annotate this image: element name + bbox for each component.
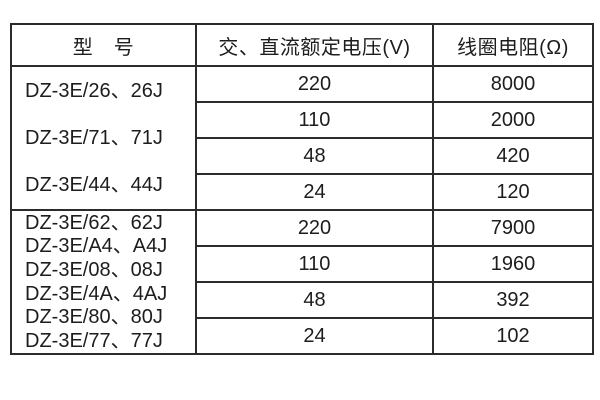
table-row: 24 120 — [11, 173, 594, 211]
col-header-voltage: 交、直流额定电压(V) — [195, 23, 434, 67]
model-group-1-stack: DZ-3E/26、26J DZ-3E/71、71J DZ-3E/44、44J — [12, 67, 195, 209]
voltage-cell: 220 — [195, 65, 434, 103]
model-group-1-cell: DZ-3E/26、26J DZ-3E/71、71J DZ-3E/44、44J — [10, 65, 197, 211]
voltage-cell: 24 — [195, 173, 434, 211]
table-row: 48 420 — [11, 137, 594, 175]
col-header-resistance: 线圈电阻(Ω) — [432, 23, 594, 67]
header-row: 型 号 交、直流额定电压(V) 线圈电阻(Ω) — [10, 23, 594, 67]
table-row: 48 392 — [11, 281, 594, 319]
model-label: DZ-3E/26、26J — [25, 79, 163, 102]
model-label: DZ-3E/62、62J — [25, 211, 163, 234]
resistance-cell: 8000 — [432, 65, 594, 103]
resistance-cell: 392 — [432, 281, 594, 319]
resistance-cell: 7900 — [432, 209, 594, 247]
voltage-cell: 48 — [195, 137, 434, 175]
model-label: DZ-3E/77、77J — [25, 330, 163, 353]
model-group-2-stack: DZ-3E/62、62J DZ-3E/A4、A4J DZ-3E/08、08J D… — [12, 211, 195, 353]
model-label: DZ-3E/71、71J — [25, 126, 163, 149]
model-label: DZ-3E/08、08J — [25, 259, 163, 282]
model-label: DZ-3E/4A、4AJ — [25, 282, 168, 305]
resistance-cell: 1960 — [432, 245, 594, 283]
table-row: 24 102 — [11, 317, 594, 355]
resistance-cell: 102 — [432, 317, 594, 355]
col-header-model: 型 号 — [10, 23, 197, 67]
voltage-cell: 110 — [195, 101, 434, 139]
table-row: DZ-3E/26、26J DZ-3E/71、71J DZ-3E/44、44J 2… — [10, 65, 594, 211]
model-group-2-cell: DZ-3E/62、62J DZ-3E/A4、A4J DZ-3E/08、08J D… — [10, 209, 197, 355]
relay-spec-table: 型 号 交、直流额定电压(V) 线圈电阻(Ω) DZ-3E/26、26J DZ-… — [10, 23, 594, 355]
model-label: DZ-3E/44、44J — [25, 174, 163, 197]
table-row: 110 1960 — [11, 245, 594, 283]
resistance-cell: 420 — [432, 137, 594, 175]
voltage-cell: 24 — [195, 317, 434, 355]
model-label: DZ-3E/80、80J — [25, 306, 163, 329]
table-row: 110 2000 — [11, 101, 594, 139]
voltage-cell: 110 — [195, 245, 434, 283]
resistance-cell: 120 — [432, 173, 594, 211]
resistance-cell: 2000 — [432, 101, 594, 139]
voltage-cell: 48 — [195, 281, 434, 319]
table-row: DZ-3E/62、62J DZ-3E/A4、A4J DZ-3E/08、08J D… — [10, 209, 594, 355]
model-label: DZ-3E/A4、A4J — [25, 235, 168, 258]
voltage-cell: 220 — [195, 209, 434, 247]
